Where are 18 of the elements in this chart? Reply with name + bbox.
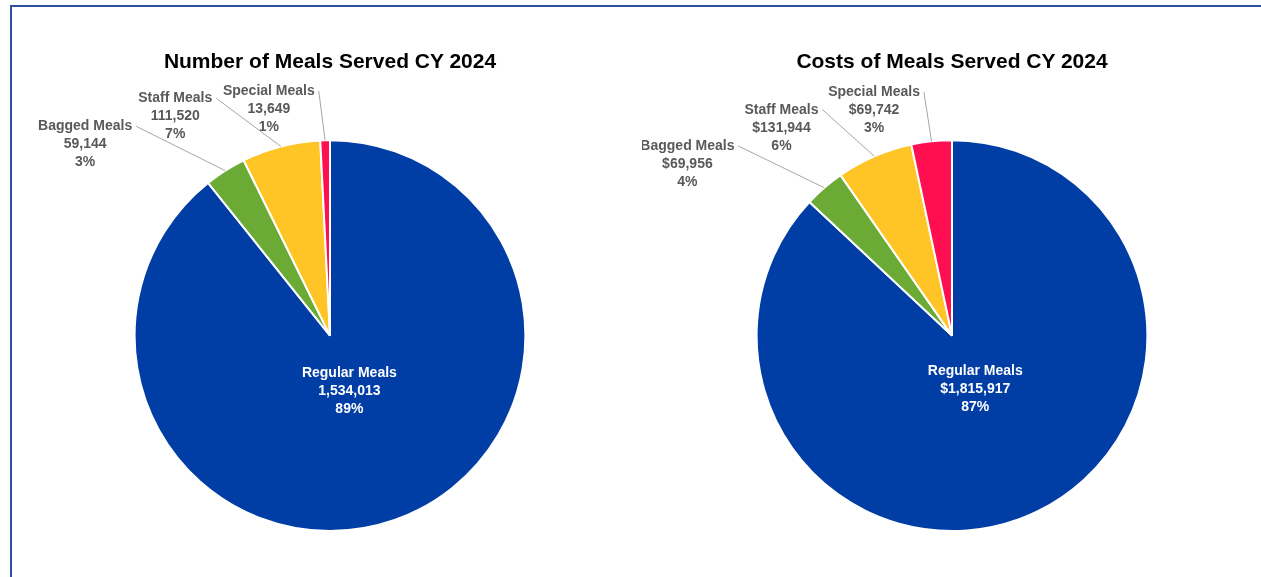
chart-title: Costs of Meals Served CY 2024 — [796, 49, 1108, 73]
slice-label: Special Meals — [828, 83, 921, 100]
data-label: 13,649 1% — [247, 99, 291, 134]
slice-label: Bagged Meals — [640, 136, 735, 153]
slice-label: Regular Meals — [301, 363, 398, 380]
data-label: $131,944 6% — [752, 118, 811, 153]
slice-label: Staff Meals — [138, 89, 213, 106]
data-label: 59,144 3% — [63, 135, 107, 170]
slice-label: Special Meals — [222, 81, 315, 98]
data-label: $69,956 4% — [662, 154, 713, 189]
chart-title: Number of Meals Served CY 2024 — [163, 49, 497, 73]
data-label: 1,534,013 89% — [318, 381, 381, 416]
slice-label: Bagged Meals — [38, 117, 133, 134]
slice-label: Staff Meals — [744, 100, 819, 117]
slice-label: Regular Meals — [927, 362, 1023, 379]
data-label: 111,520 7% — [150, 107, 200, 142]
data-label: $69,742 3% — [848, 101, 900, 136]
data-label: $1,815,917 87% — [940, 380, 1011, 415]
